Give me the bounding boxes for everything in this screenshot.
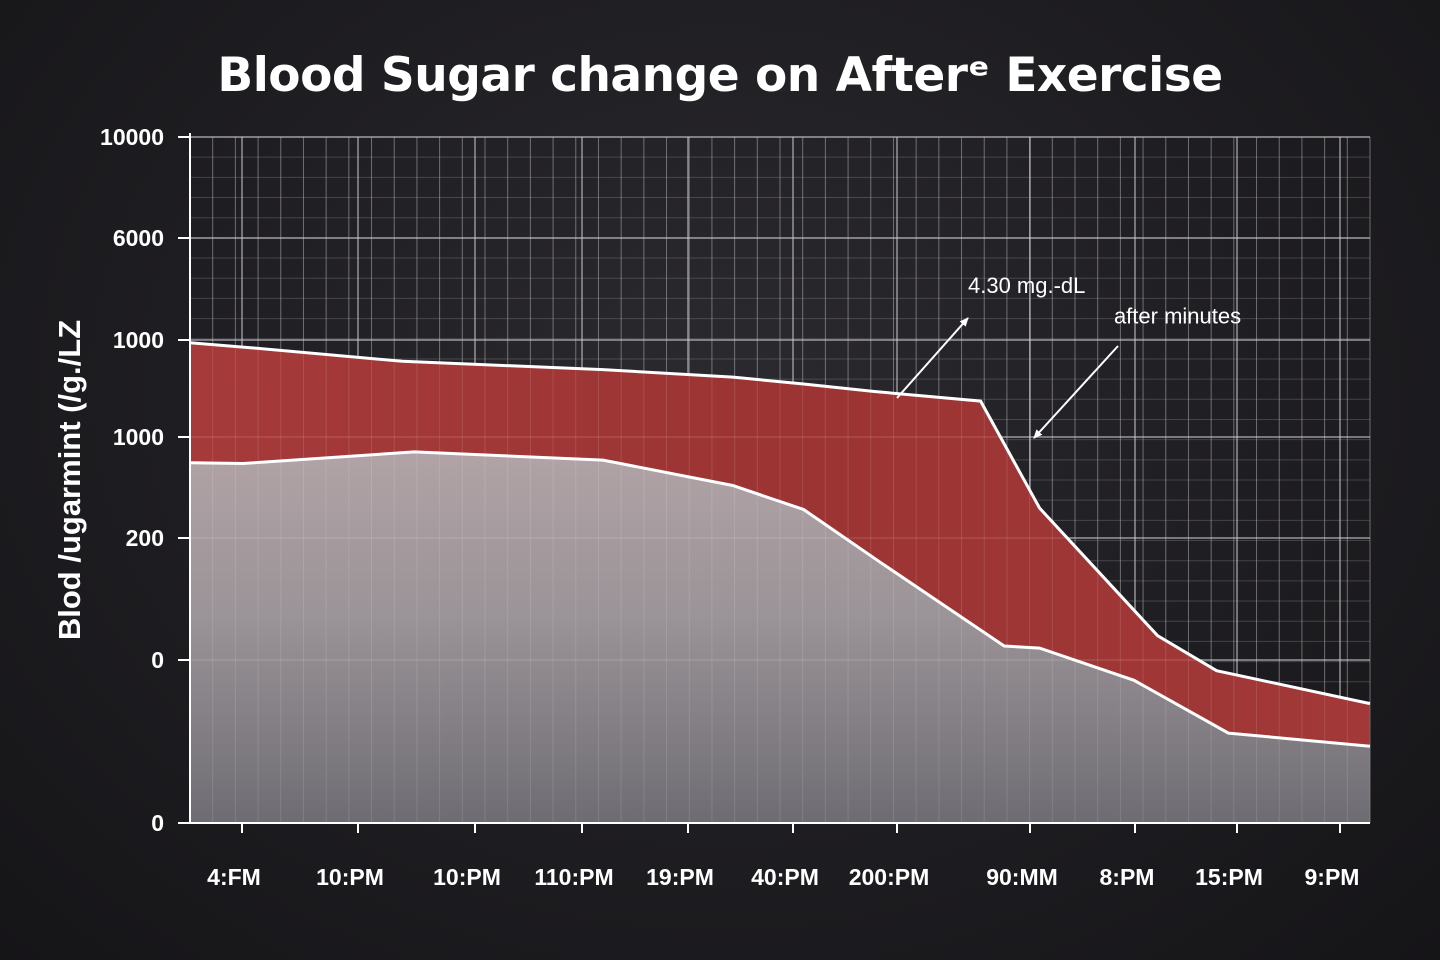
x-tick-label: 10:PM	[316, 864, 384, 890]
annotation-value-label: 4.30 mg.-dL	[968, 273, 1085, 298]
y-tick-label: 0	[151, 647, 164, 673]
upper-band-area	[190, 342, 1370, 747]
lower-band-area	[190, 451, 1370, 823]
x-tick-label: 15:PM	[1195, 864, 1263, 890]
upper-series-line	[189, 341, 1371, 706]
annotation-arrow-down	[1033, 345, 1119, 439]
lower-series-line	[189, 450, 1371, 748]
y-tick-label: 1000	[113, 424, 164, 450]
x-tick-label: 8:PM	[1100, 864, 1155, 890]
x-tick-label: 19:PM	[646, 864, 714, 890]
x-tick-label: 200:PM	[849, 864, 930, 890]
y-tick-labels: 10000 6000 1000 1000 200 0 0	[100, 124, 164, 836]
x-tick-label: 10:PM	[433, 864, 501, 890]
annotations: 4.30 mg.-dL after minutes	[896, 273, 1241, 439]
y-tick-label: 6000	[113, 225, 164, 251]
x-tick-label: 90:MM	[986, 864, 1058, 890]
annotation-arrow-up	[896, 317, 969, 399]
y-tick-label: 1000	[113, 327, 164, 353]
overlay-grid	[190, 136, 1371, 824]
x-tick-label: 40:PM	[751, 864, 819, 890]
x-tick-label: 110:PM	[534, 864, 613, 890]
y-tick-label: 200	[126, 525, 164, 551]
axes	[178, 133, 1370, 833]
chart-title: Blood Sugar change on Afterᵉ Exercise	[217, 48, 1223, 103]
x-tick-label: 9:PM	[1305, 864, 1360, 890]
annotation-time-label: after minutes	[1114, 304, 1241, 329]
y-tick-label: 10000	[100, 124, 164, 150]
x-tick-labels: 4:FM 10:PM 10:PM 110:PM 19:PM 40:PM 200:PM 90:M…	[207, 864, 1359, 890]
y-tick-label: 0	[151, 810, 164, 836]
x-tick-label: 4:FM	[207, 864, 261, 890]
